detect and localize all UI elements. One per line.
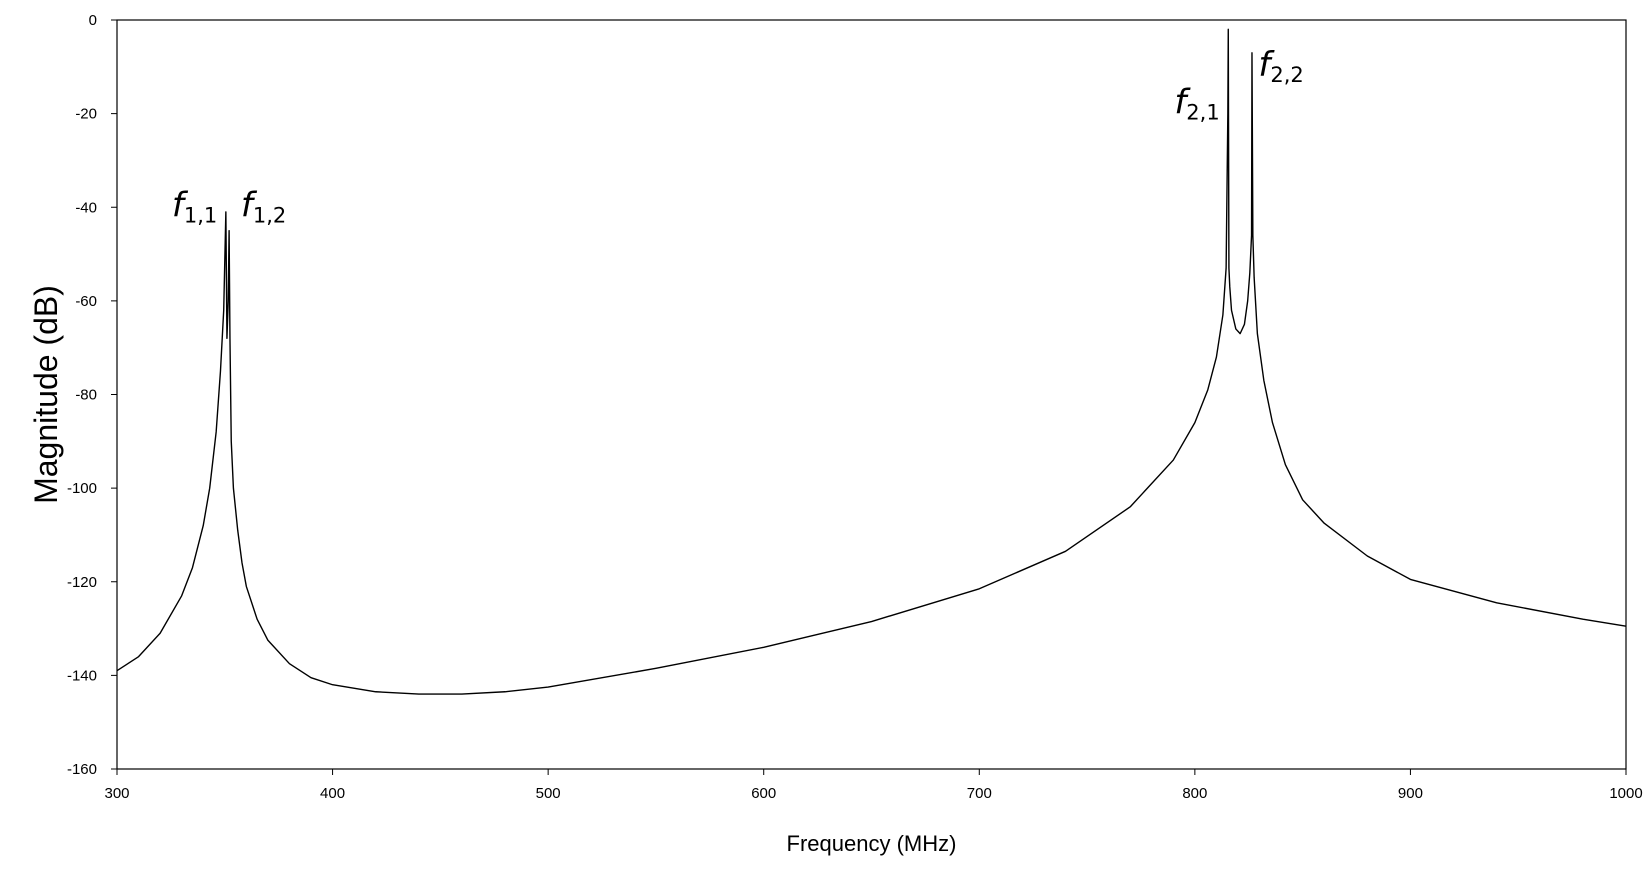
y-tick-label: -120 bbox=[67, 574, 97, 591]
y-tick-label: -40 bbox=[75, 199, 97, 216]
x-tick-label: 300 bbox=[104, 785, 129, 802]
y-axis-title: Magnitude (dB) bbox=[28, 285, 64, 504]
x-axis-title: Frequency (MHz) bbox=[787, 831, 957, 856]
y-tick-label: -80 bbox=[75, 387, 97, 404]
y-tick-label: -100 bbox=[67, 480, 97, 497]
y-axis-ticks: 0 -20 -40 -60 -80 -100 -120 -140 -160 bbox=[67, 12, 117, 778]
peak-label-f2-2: f2,2 bbox=[1258, 45, 1303, 87]
y-tick-label: -140 bbox=[67, 667, 97, 684]
peak-label-f1-2: f1,2 bbox=[241, 186, 286, 228]
y-tick-label: -20 bbox=[75, 106, 97, 123]
peak-label-f1-1: f1,1 bbox=[172, 186, 217, 228]
peak-annotations: f1,1 f1,2 f2,1 f2,2 bbox=[172, 45, 1304, 227]
x-tick-label: 1000 bbox=[1609, 785, 1642, 802]
y-tick-label: -60 bbox=[75, 293, 97, 310]
x-tick-label: 700 bbox=[967, 785, 992, 802]
x-tick-label: 900 bbox=[1398, 785, 1423, 802]
x-tick-label: 500 bbox=[536, 785, 561, 802]
y-tick-label: 0 bbox=[89, 12, 97, 29]
magnitude-series-line bbox=[116, 28, 1627, 695]
x-tick-label: 400 bbox=[320, 785, 345, 802]
peak-label-f2-1: f2,1 bbox=[1174, 83, 1219, 125]
y-tick-label: -160 bbox=[67, 761, 97, 778]
x-tick-label: 800 bbox=[1182, 785, 1207, 802]
plot-area-frame bbox=[116, 19, 1627, 770]
x-axis-ticks: 300 400 500 600 700 800 900 1000 bbox=[104, 769, 1643, 802]
x-tick-label: 600 bbox=[751, 785, 776, 802]
